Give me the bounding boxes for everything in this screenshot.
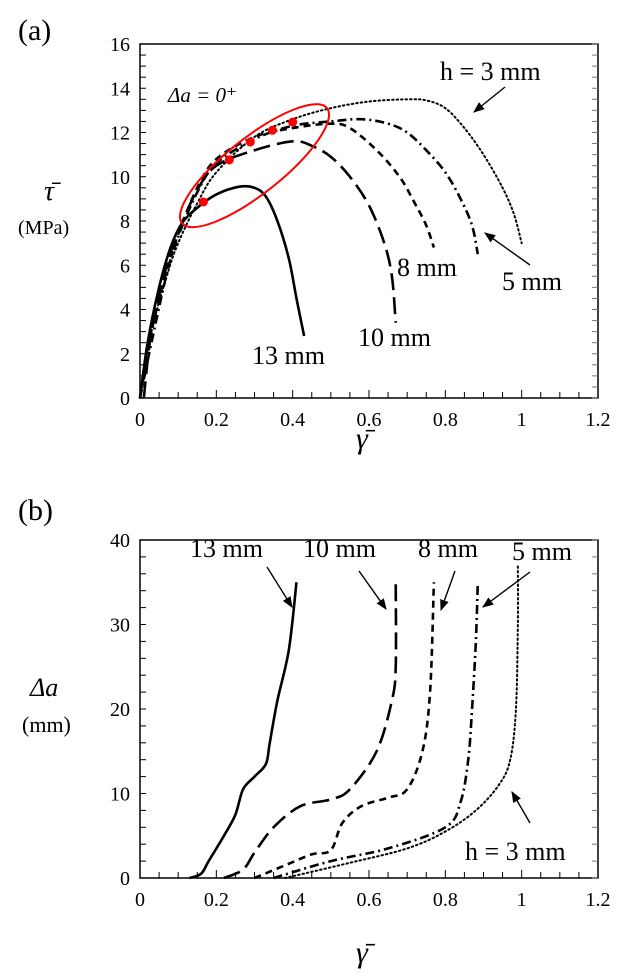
panel-b-ytick-label: 20 [110,699,130,721]
panel-b-series-10-mm [223,582,398,880]
panel-b-xtick-label: 0.4 [280,889,305,911]
label-a-5mm: 5 mm [502,267,562,296]
arrow-b-8mm [440,570,456,612]
panel-a-series-13-mm [138,184,306,399]
panel-b-frame [139,539,599,879]
arrow-b-5mm [482,571,531,608]
panel-a-series-h-3-mm [139,98,523,399]
panel-a-ylabel: τ̄ [44,176,61,207]
arrow-a-h3 [473,86,506,113]
panel-a-ytick-label: 0 [120,388,130,410]
panel-b-xlabel: γ̄ [356,936,376,969]
panel-b-ytick-label: 40 [110,530,130,552]
label-b-10mm: 10 mm [303,534,376,563]
panel-a-ytick-label: 10 [110,167,130,189]
panel-a-marker [267,125,277,135]
panel-b-ylabel-unit: (mm) [22,712,71,737]
panel-a-ytick-label: 14 [110,78,130,100]
label-b-8mm: 8 mm [418,534,478,563]
panel-a-plot: 0 0.2 0.4 0.6 0.8 1 1.2 0 2 4 6 8 10 12 14 16 [110,34,611,431]
panel-a-xtick-label: 1 [517,409,527,431]
panel-a-ytick-label: 6 [120,255,130,277]
arrow-b-h3 [511,791,531,824]
panel-a-marker [288,117,298,127]
panel-a-xtick-label: 0 [135,409,145,431]
panel-a-highlight-ellipse [178,103,331,229]
arrow-a-5mm [484,232,531,266]
label-a-8mm: 8 mm [397,253,457,282]
panel-b-series-5-mm [273,582,480,880]
label-a-13mm: 13 mm [252,341,325,370]
panel-a-marker [224,155,234,165]
panel-b-ytick-label: 30 [110,615,130,637]
arrow-b-10mm [358,570,387,610]
panel-a-marker [245,137,255,147]
panel-b-xtick-label: 1 [517,889,527,911]
panel-a-xtick-label: 1.2 [586,409,611,431]
panel-a-series-5-mm [138,117,480,399]
label-b-13mm: 13 mm [190,534,263,563]
panel-b-series-8-mm [254,582,436,880]
panel-a-ytick-label: 8 [120,211,130,233]
label-a-h3: h = 3 mm [440,57,541,86]
panel-b-xtick-label: 0.6 [357,889,382,911]
panel-a-marker [198,197,208,207]
panel-b-label: (b) [18,494,53,527]
panel-b-ytick-label: 0 [120,868,130,890]
label-a-10mm: 10 mm [358,323,431,352]
panel-b-ylabel: Δa [29,673,58,702]
panel-a-xtick-label: 0.2 [204,409,229,431]
arrow-b-13mm [266,566,293,608]
panel-a-ytick-label: 16 [110,34,130,56]
label-b-h3: h = 3 mm [465,837,566,866]
panel-a-label: (a) [18,14,51,47]
label-b-5mm: 5 mm [512,537,572,566]
panel-a-ylabel-unit: (MPa) [18,217,69,239]
panel-a-series-10-mm [142,139,398,399]
panel-b-xtick-label: 1.2 [586,889,611,911]
panel-b-series-h-3-mm [284,564,519,879]
panel-a-ytick-label: 4 [120,300,130,322]
panel-a-xtick-label: 0.6 [357,409,382,431]
panel-b-xtick-label: 0.2 [204,889,229,911]
panel-b-xtick-label: 0 [135,889,145,911]
panel-a-xtick-label: 0.8 [433,409,458,431]
panel-a-ytick-label: 12 [110,123,130,145]
panel-a-series-8-mm [138,122,436,399]
panel-a-xtick-label: 0.4 [280,409,305,431]
panel-b-ytick-label: 10 [110,784,130,806]
panel-b-series-13-mm [189,582,298,880]
delta-a-annotation: Δa = 0⁺ [167,83,237,107]
panel-b-xtick-label: 0.8 [433,889,458,911]
panel-b-plot: 0 0.2 0.4 0.6 0.8 1 1.2 0 10 20 30 40 [110,530,611,911]
panel-a-ytick-label: 2 [120,344,130,366]
